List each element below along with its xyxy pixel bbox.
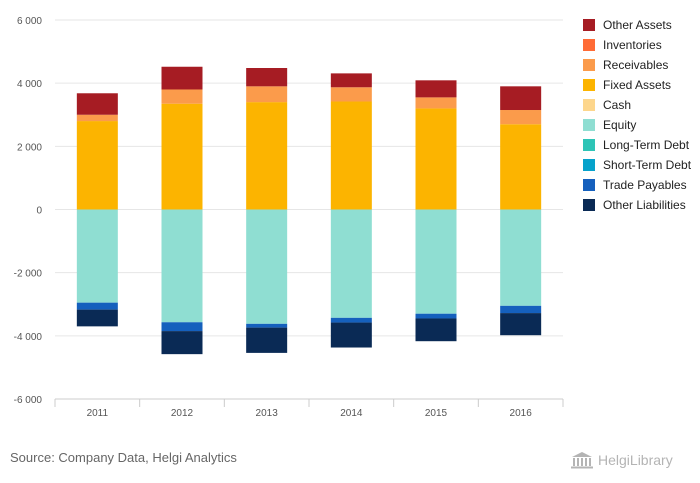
y-tick-label: -4 000 <box>14 332 43 343</box>
x-tick-label: 2015 <box>425 408 448 419</box>
bar-segment-other-liabilities-2012[interactable] <box>161 331 203 355</box>
bar-segment-equity-2014[interactable] <box>330 209 372 318</box>
legend-item-fixed-assets[interactable]: Fixed Assets <box>583 75 691 95</box>
legend: Other Assets Inventories Receivables Fixed … <box>583 15 691 215</box>
bar-segment-receivables-2011[interactable] <box>76 114 118 122</box>
bar-segment-equity-2012[interactable] <box>161 209 203 323</box>
legend-label: Fixed Assets <box>603 78 672 92</box>
bar-segment-trade-payables-2013[interactable] <box>246 323 288 328</box>
legend-swatch <box>583 59 595 71</box>
x-tick-label: 2012 <box>171 408 194 419</box>
bar-segment-fixed-assets-2014[interactable] <box>330 101 372 210</box>
legend-item-other-assets[interactable]: Other Assets <box>583 15 691 35</box>
legend-item-inventories[interactable]: Inventories <box>583 35 691 55</box>
legend-swatch <box>583 39 595 51</box>
legend-swatch <box>583 19 595 31</box>
bar-segment-receivables-2015[interactable] <box>415 97 457 109</box>
legend-label: Short-Term Debt <box>603 158 692 172</box>
bar-segment-receivables-2012[interactable] <box>161 89 203 104</box>
legend-swatch <box>583 119 595 131</box>
bar-segment-fixed-assets-2012[interactable] <box>161 103 203 210</box>
x-tick-label: 2014 <box>340 408 363 419</box>
bar-segment-other-assets-2012[interactable] <box>161 66 203 90</box>
y-axis-ticks: 6 000 4 000 2 000 0 -2 000 -4 000 -6 000 <box>14 16 43 406</box>
bar-segment-other-liabilities-2014[interactable] <box>330 322 372 348</box>
bars <box>76 66 542 355</box>
x-axis: 2011 2012 2013 2014 2015 2016 <box>54 398 564 419</box>
bar-segment-trade-payables-2015[interactable] <box>415 313 457 319</box>
bar-segment-equity-2011[interactable] <box>76 209 118 303</box>
bar-segment-fixed-assets-2011[interactable] <box>76 121 118 210</box>
legend-swatch <box>583 179 595 191</box>
y-tick-label: -2 000 <box>14 269 43 280</box>
bar-segment-other-assets-2014[interactable] <box>330 73 372 88</box>
legend-label: Trade Payables <box>603 178 687 192</box>
bar-segment-trade-payables-2016[interactable] <box>500 305 542 314</box>
bar-segment-receivables-2013[interactable] <box>246 86 288 103</box>
bar-segment-other-assets-2011[interactable] <box>76 93 118 115</box>
x-tick-label: 2016 <box>510 408 533 419</box>
bar-segment-other-liabilities-2016[interactable] <box>500 313 542 336</box>
x-tick-label: 2013 <box>256 408 279 419</box>
legend-item-long-term-debt[interactable]: Long-Term Debt <box>583 135 691 155</box>
bar-segment-other-liabilities-2011[interactable] <box>76 309 118 327</box>
bar-segment-receivables-2016[interactable] <box>500 110 542 125</box>
bar-segment-fixed-assets-2015[interactable] <box>415 108 457 210</box>
y-tick-label: 0 <box>36 206 42 217</box>
legend-label: Long-Term Debt <box>603 138 690 152</box>
y-tick-label: 6 000 <box>17 16 42 27</box>
bar-segment-other-assets-2015[interactable] <box>415 80 457 98</box>
bar-segment-fixed-assets-2016[interactable] <box>500 124 542 210</box>
legend-swatch <box>583 79 595 91</box>
legend-item-equity[interactable]: Equity <box>583 115 691 135</box>
legend-label: Other Assets <box>603 18 672 32</box>
legend-swatch <box>583 139 595 151</box>
y-tick-label: -6 000 <box>14 395 43 406</box>
bar-segment-other-assets-2013[interactable] <box>246 68 288 87</box>
legend-item-cash[interactable]: Cash <box>583 95 691 115</box>
legend-swatch <box>583 99 595 111</box>
bar-segment-trade-payables-2014[interactable] <box>330 317 372 323</box>
bar-segment-trade-payables-2011[interactable] <box>76 302 118 310</box>
brand-logo: HelgiLibrary <box>570 451 673 469</box>
brand-name: HelgiLibrary <box>598 452 673 468</box>
library-building-icon <box>571 452 593 469</box>
bar-segment-receivables-2014[interactable] <box>330 87 372 102</box>
legend-item-other-liabilities[interactable]: Other Liabilities <box>583 195 691 215</box>
bar-segment-trade-payables-2012[interactable] <box>161 322 203 332</box>
legend-item-short-term-debt[interactable]: Short-Term Debt <box>583 155 691 175</box>
bar-segment-other-liabilities-2013[interactable] <box>246 327 288 353</box>
legend-label: Equity <box>603 118 637 132</box>
bar-segment-fixed-assets-2013[interactable] <box>246 102 288 210</box>
gridlines <box>55 19 563 400</box>
legend-item-receivables[interactable]: Receivables <box>583 55 691 75</box>
legend-label: Cash <box>603 98 632 112</box>
legend-label: Inventories <box>603 38 662 52</box>
legend-label: Other Liabilities <box>603 198 686 212</box>
bar-segment-other-liabilities-2015[interactable] <box>415 318 457 342</box>
legend-label: Receivables <box>603 58 669 72</box>
bar-segment-other-assets-2016[interactable] <box>500 86 542 111</box>
x-tick-label: 2011 <box>87 408 109 419</box>
y-tick-label: 4 000 <box>17 79 42 90</box>
bar-segment-equity-2015[interactable] <box>415 209 457 314</box>
legend-swatch <box>583 199 595 211</box>
legend-item-trade-payables[interactable]: Trade Payables <box>583 175 691 195</box>
source-note: Source: Company Data, Helgi Analytics <box>10 450 237 465</box>
bar-segment-equity-2016[interactable] <box>500 209 542 306</box>
bar-segment-equity-2013[interactable] <box>246 209 288 324</box>
y-tick-label: 2 000 <box>17 142 42 153</box>
legend-swatch <box>583 159 595 171</box>
